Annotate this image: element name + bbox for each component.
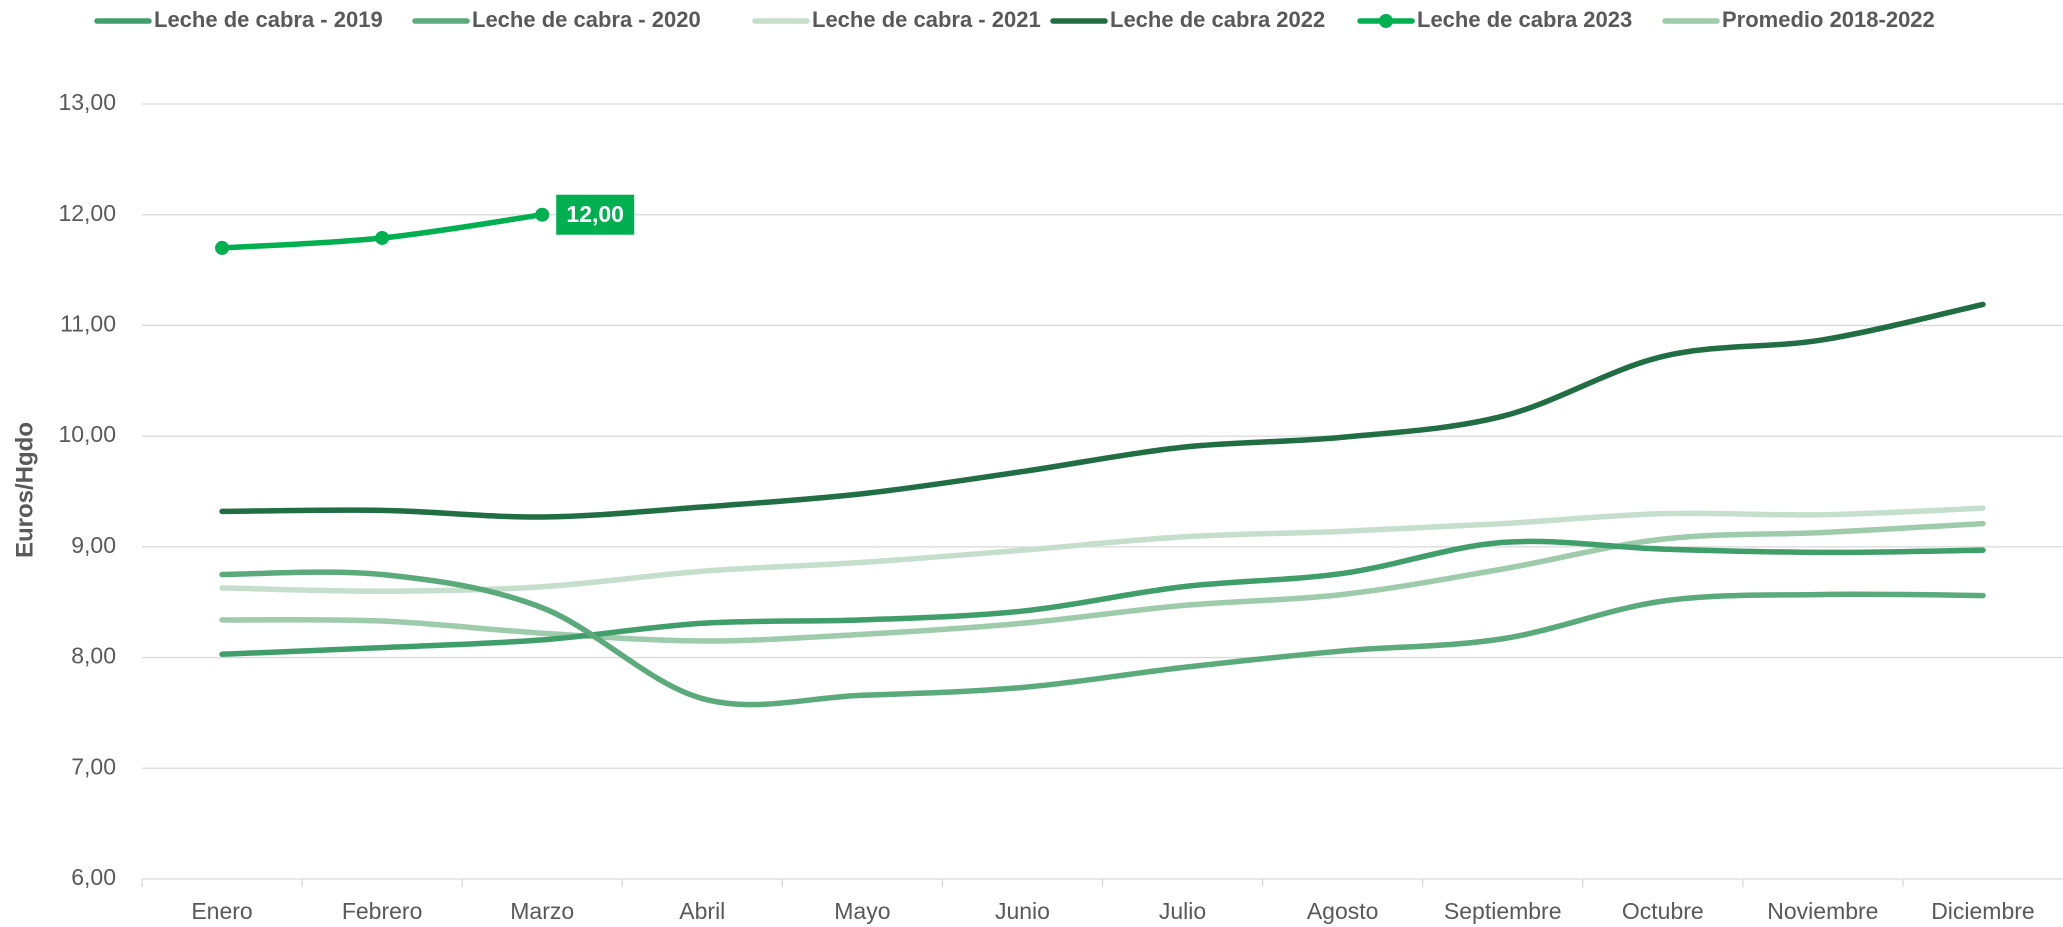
x-tick-label: Abril [679,898,725,924]
y-tick-label: 8,00 [71,643,116,669]
x-tick-label: Febrero [342,898,423,924]
x-tick-label: Diciembre [1931,898,2035,924]
point-marker [375,230,390,245]
y-tick-label: 7,00 [71,753,116,779]
point-marker [535,207,550,222]
legend-label: Leche de cabra - 2021 [812,7,1041,32]
legend-label: Leche de cabra 2022 [1110,7,1325,32]
series-line [219,301,1986,520]
x-tick-label: Agosto [1307,898,1379,924]
data-label-box [556,194,635,235]
point-marker [215,240,230,255]
series-line [219,569,1986,708]
x-tick-label: Junio [995,898,1050,924]
legend-label: Leche de cabra - 2019 [154,7,383,32]
x-tick-label: Septiembre [1444,898,1562,924]
y-tick-label: 10,00 [58,421,116,447]
legend-label: Leche de cabra - 2020 [472,7,701,32]
x-tick-label: Julio [1159,898,1206,924]
y-tick-label: 9,00 [71,532,116,558]
x-tick-label: Noviembre [1767,898,1878,924]
x-tick-label: Marzo [510,898,574,924]
y-tick-label: 12,00 [58,200,116,226]
y-axis-title: Euros/Hgdo [11,422,38,558]
y-tick-label: 13,00 [58,89,116,115]
legend-marker [1379,14,1393,28]
x-tick-label: Mayo [834,898,890,924]
x-tick-label: Octubre [1622,898,1704,924]
series-line [219,538,1986,657]
y-tick-label: 11,00 [60,311,116,337]
data-label: 12,00 [556,194,635,235]
series-line [219,520,1986,644]
legend-label: Leche de cabra 2023 [1417,7,1632,32]
series-line [219,505,1986,594]
x-tick-label: Enero [191,898,252,924]
legend-label: Promedio 2018-2022 [1722,7,1935,32]
data-label-text: 12,00 [566,201,624,227]
y-tick-label: 6,00 [71,864,116,890]
